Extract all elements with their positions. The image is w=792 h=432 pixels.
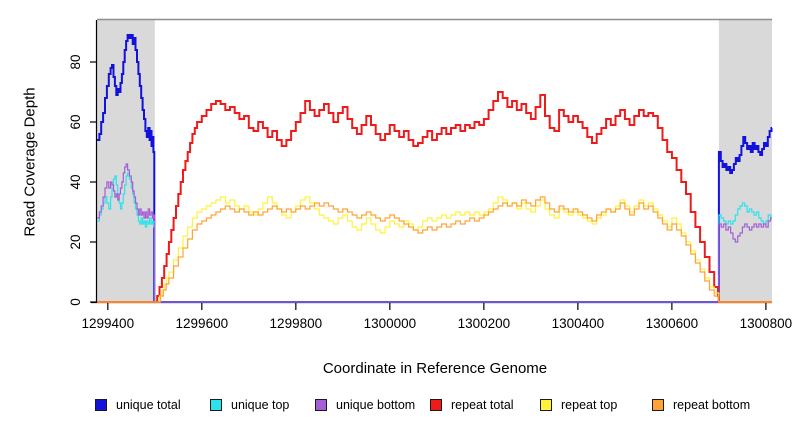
legend-item-unique-total: unique total [95,397,181,413]
x-tick-label: 1300200 [458,316,511,331]
y-tick-label: 0 [68,298,83,306]
y-tick-label: 20 [68,234,83,249]
y-tick-label: 60 [68,114,83,129]
legend-label: repeat total [451,398,514,412]
series-line-unique-top [97,172,772,303]
x-tick-label: 1300000 [364,316,417,331]
legend-label: unique bottom [336,398,416,412]
series-line-unique-bottom [97,163,772,303]
legend-item-unique-top: unique top [210,397,289,413]
plot-canvas: 1299400 1299600 1299800 1300000 1300200 13004… [68,18,792,331]
legend-swatch-repeat-bottom [652,399,664,411]
chart-legend: unique total unique top unique bottom repea… [0,397,792,417]
y-axis-title: Read Coverage Depth [21,87,39,237]
legend-swatch-unique-total [95,399,107,411]
legend-item-unique-bottom: unique bottom [315,397,415,413]
legend-item-repeat-bottom: repeat bottom [652,397,750,413]
unique-region-shade-left [97,19,155,302]
x-tick-label: 1300400 [552,316,605,331]
x-tick-label: 1299400 [82,316,135,331]
y-tick-label: 80 [68,54,83,69]
legend-swatch-repeat-total [430,399,442,411]
x-axis-title: Coordinate in Reference Genome [322,360,548,377]
legend-label: unique total [116,398,181,412]
legend-swatch-unique-top [210,399,222,411]
legend-swatch-unique-bottom [315,399,327,411]
legend-label: repeat top [561,398,618,412]
legend-item-repeat-total: repeat total [430,397,514,413]
x-tick-label: 1299600 [176,316,229,331]
series-line-repeat-bottom [97,196,772,303]
y-tick-label: 40 [68,174,83,189]
series-line-repeat-top [97,196,772,303]
legend-label: unique top [231,398,290,412]
x-tick-label: 1300800 [740,316,792,331]
unique-region-shade-right [718,19,772,302]
legend-label: repeat bottom [673,398,751,412]
legend-item-repeat-top: repeat top [540,397,617,413]
series-line-unique-total [97,34,773,303]
series-line-repeat-total [97,91,772,303]
legend-swatch-repeat-top [540,399,552,411]
x-tick-label: 1299800 [270,316,323,331]
x-tick-label: 1300600 [646,316,699,331]
